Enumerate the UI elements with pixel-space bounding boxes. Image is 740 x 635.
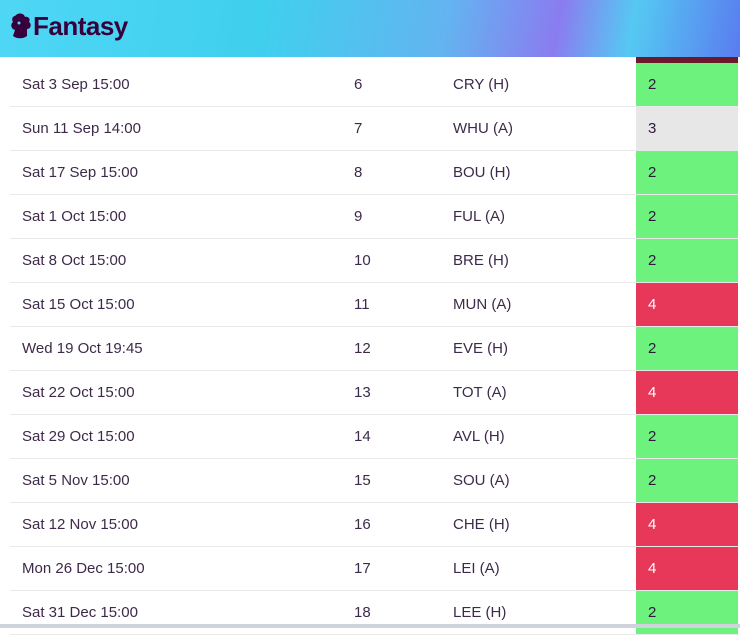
opponent: TOT (A) [453,384,507,401]
gameweek: 11 [354,296,370,313]
kickoff-time: Sat 3 Sep 15:00 [22,76,130,93]
difficulty: 4 [636,283,738,326]
fixture-row: Mon 26 Dec 15:00 17 LEI (A) 4 [10,547,738,591]
difficulty: 2 [636,63,738,106]
opponent: MUN (A) [453,296,512,313]
opponent: LEI (A) [453,560,500,577]
difficulty: 2 [636,151,738,194]
kickoff-time: Sat 31 Dec 15:00 [22,604,138,621]
fixture-row: Sat 15 Oct 15:00 11 MUN (A) 4 [10,283,738,327]
opponent: EVE (H) [453,340,509,357]
difficulty: 2 [636,459,738,502]
opponent: BOU (H) [453,164,511,181]
kickoff-time: Sat 1 Oct 15:00 [22,208,127,225]
kickoff-time: Wed 19 Oct 19:45 [22,340,143,357]
difficulty: 2 [636,415,738,458]
difficulty: 2 [636,195,738,238]
logo[interactable] [9,12,33,42]
opponent: WHU (A) [453,120,513,137]
fixture-row: Sat 8 Oct 15:00 10 BRE (H) 2 [10,239,738,283]
gameweek: 9 [354,208,363,225]
difficulty: 2 [636,327,738,370]
gameweek: 10 [354,252,371,269]
gameweek: 15 [354,472,371,489]
kickoff-time: Sat 29 Oct 15:00 [22,428,135,445]
kickoff-time: Sat 15 Oct 15:00 [22,296,135,313]
kickoff-time: Sat 5 Nov 15:00 [22,472,130,489]
opponent: BRE (H) [453,252,509,269]
footer-bar [0,624,740,628]
fixture-row: Sat 12 Nov 15:00 16 CHE (H) 4 [10,503,738,547]
difficulty: 2 [636,239,738,282]
fixtures-table: Sat 3 Sep 15:00 6 CRY (H) 2 Sun 11 Sep 14:00… [10,63,738,635]
fixture-row: Sat 1 Oct 15:00 9 FUL (A) 2 [10,195,738,239]
header: Fantasy [0,0,740,57]
opponent: CHE (H) [453,516,510,533]
difficulty: 4 [636,503,738,546]
fixture-row: Sat 22 Oct 15:00 13 TOT (A) 4 [10,371,738,415]
opponent: CRY (H) [453,76,510,93]
difficulty: 3 [636,107,738,150]
column-strip [636,57,738,63]
kickoff-time: Sat 17 Sep 15:00 [22,164,138,181]
fixture-row: Wed 19 Oct 19:45 12 EVE (H) 2 [10,327,738,371]
fixture-row: Sat 3 Sep 15:00 6 CRY (H) 2 [10,63,738,107]
gameweek: 7 [354,120,363,137]
fixture-row: Sat 17 Sep 15:00 8 BOU (H) 2 [10,151,738,195]
opponent: SOU (A) [453,472,510,489]
gameweek: 13 [354,384,371,401]
gameweek: 18 [354,604,371,621]
kickoff-time: Sat 22 Oct 15:00 [22,384,135,401]
gameweek: 12 [354,340,371,357]
difficulty: 4 [636,371,738,414]
kickoff-time: Sat 12 Nov 15:00 [22,516,138,533]
opponent: FUL (A) [453,208,505,225]
kickoff-time: Sun 11 Sep 14:00 [22,120,141,137]
opponent: LEE (H) [453,604,507,621]
gameweek: 16 [354,516,371,533]
kickoff-time: Mon 26 Dec 15:00 [22,560,145,577]
fixture-row: Sat 31 Dec 15:00 18 LEE (H) 2 [10,591,738,635]
difficulty: 4 [636,547,738,590]
gameweek: 8 [354,164,363,181]
gameweek: 14 [354,428,371,445]
gameweek: 6 [354,76,363,93]
kickoff-time: Sat 8 Oct 15:00 [22,252,127,269]
fixture-row: Sun 11 Sep 14:00 7 WHU (A) 3 [10,107,738,151]
app-title[interactable]: Fantasy [33,11,128,41]
opponent: AVL (H) [453,428,505,445]
fixture-row: Sat 5 Nov 15:00 15 SOU (A) 2 [10,459,738,503]
gameweek: 17 [354,560,371,577]
fixture-row: Sat 29 Oct 15:00 14 AVL (H) 2 [10,415,738,459]
